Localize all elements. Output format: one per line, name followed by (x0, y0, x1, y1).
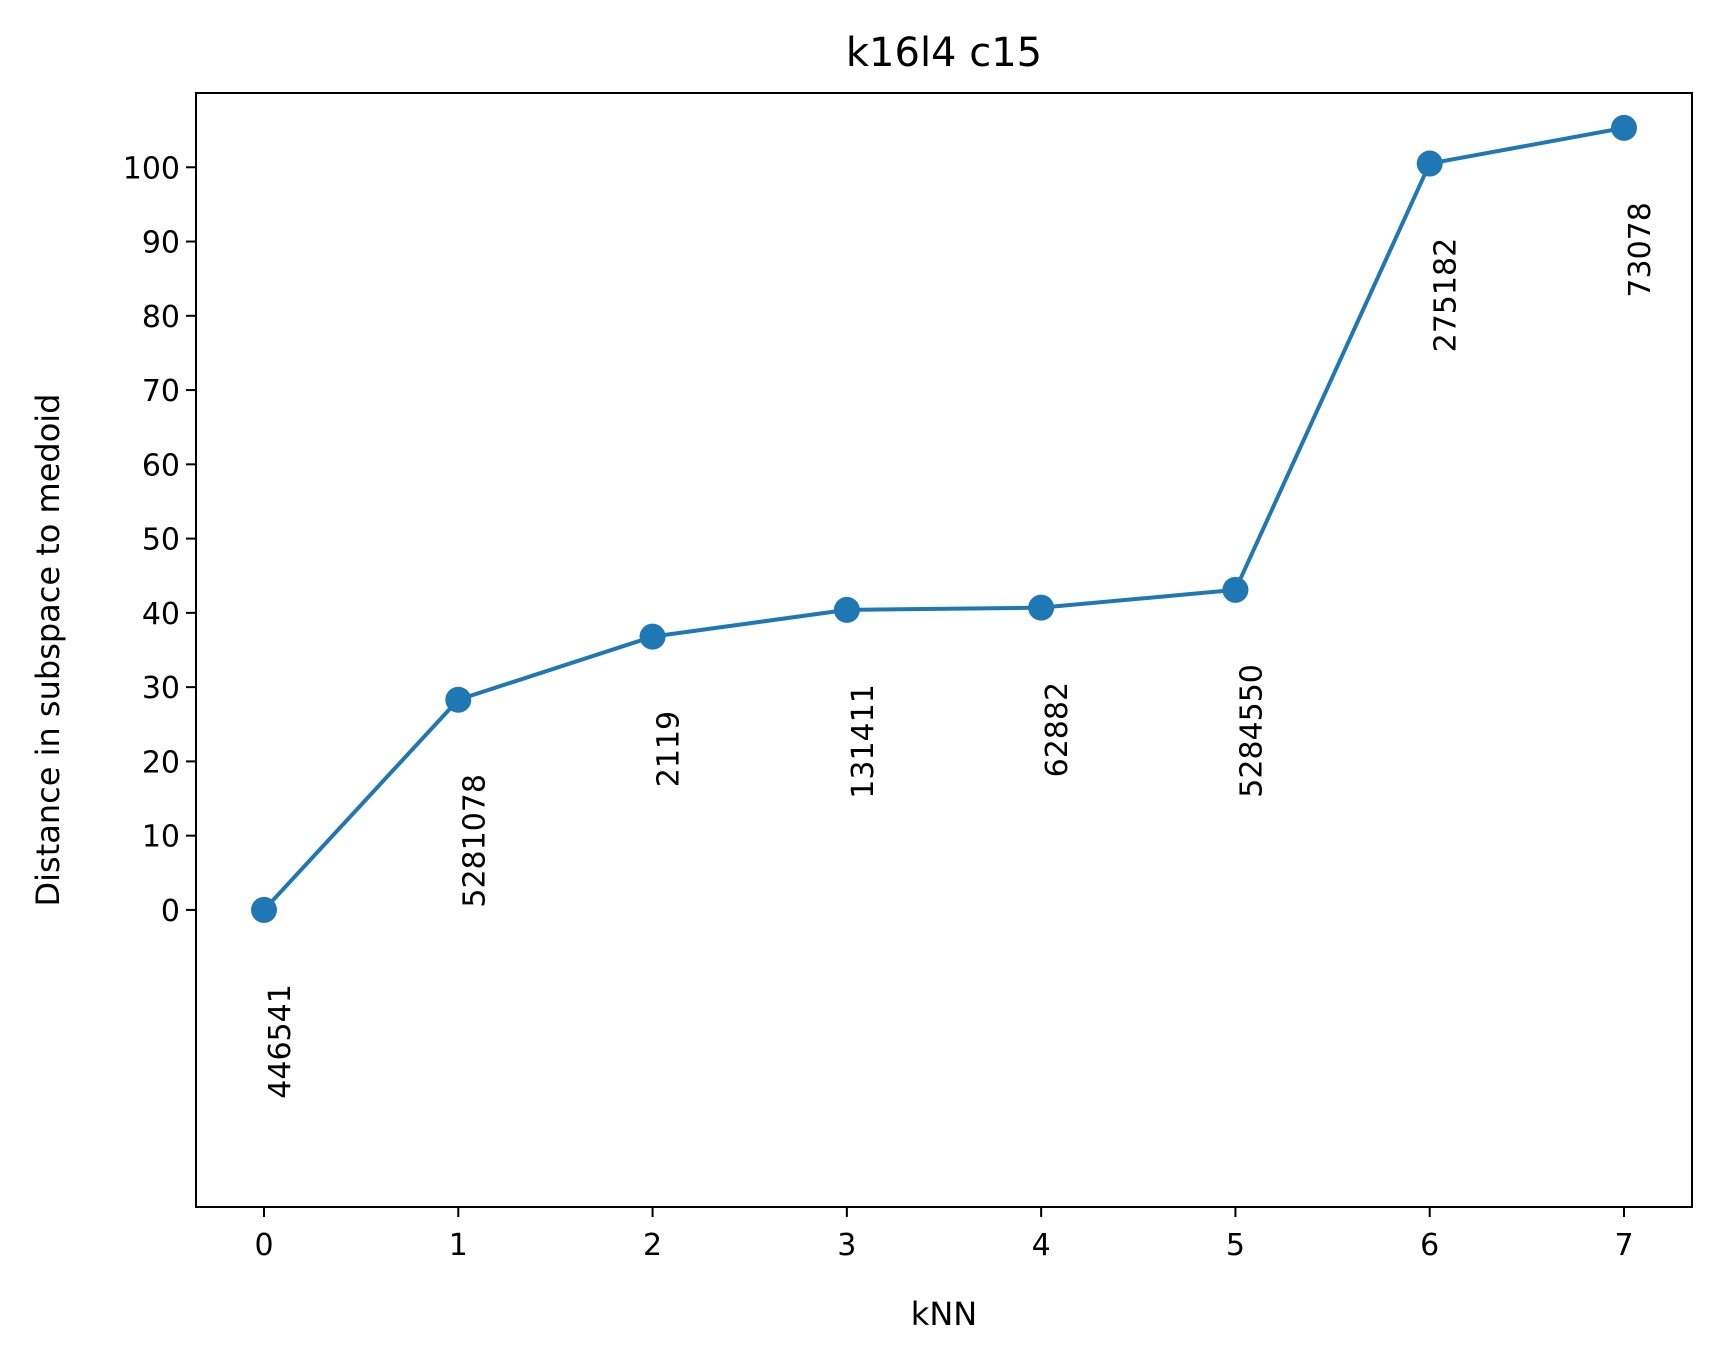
y-tick-label: 80 (142, 300, 180, 335)
data-point (251, 896, 277, 923)
data-point (1028, 594, 1055, 621)
chart-title: k16l4 c15 (846, 30, 1042, 76)
y-tick-label: 100 (123, 151, 180, 186)
y-tick-label: 90 (142, 226, 180, 261)
data-point (1222, 576, 1249, 603)
data-point (445, 686, 472, 713)
data-point (1416, 150, 1443, 177)
plot-area-frame (195, 92, 1693, 1208)
y-tick-label: 0 (161, 894, 180, 929)
y-tick-label: 50 (142, 523, 180, 558)
series-layer (251, 114, 1637, 923)
point-label: 131411 (846, 684, 881, 799)
y-tick-label: 60 (142, 448, 180, 483)
x-tick-label: 2 (643, 1228, 662, 1263)
x-tick-label: 1 (449, 1228, 468, 1263)
point-label: 5281078 (457, 774, 492, 908)
y-tick-label: 10 (142, 820, 180, 855)
x-axis-ticks: 0 1 2 3 4 5 6 7 (254, 1207, 1634, 1263)
y-tick-label: 30 (142, 671, 180, 706)
point-label: 275182 (1429, 238, 1464, 353)
point-label: 73078 (1623, 202, 1658, 297)
y-tick-label: 40 (142, 597, 180, 632)
y-tick-label: 70 (142, 374, 180, 409)
point-label: 446541 (263, 984, 298, 1099)
series-line (262, 125, 1625, 912)
data-point (639, 623, 666, 650)
y-axis-label: Distance in subspace to medoid (29, 394, 67, 907)
point-label-layer: 446541 5281078 2119 131411 62882 5284550 27518… (263, 202, 1658, 1099)
data-point (1611, 114, 1637, 141)
point-label: 2119 (652, 711, 687, 787)
x-tick-label: 7 (1614, 1228, 1633, 1263)
point-label: 5284550 (1234, 664, 1269, 798)
data-point (833, 596, 860, 623)
y-tick-label: 20 (142, 745, 180, 780)
y-axis-ticks: 0 10 20 30 40 50 60 70 80 90 100 (123, 151, 196, 929)
x-tick-label: 4 (1032, 1228, 1051, 1263)
x-axis-label: kNN (911, 1295, 977, 1333)
x-tick-label: 6 (1420, 1228, 1439, 1263)
x-tick-label: 3 (837, 1228, 856, 1263)
x-tick-label: 5 (1226, 1228, 1245, 1263)
point-label: 62882 (1040, 682, 1075, 777)
x-tick-label: 0 (254, 1228, 273, 1263)
